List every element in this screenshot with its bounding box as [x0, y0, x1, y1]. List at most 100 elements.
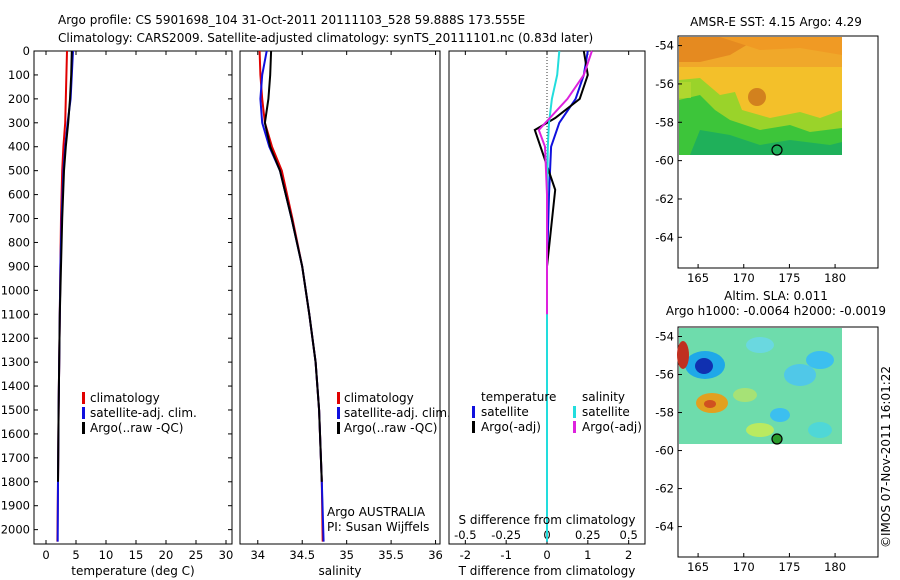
map-y-tick-label: -56	[655, 368, 674, 382]
legend-label-s-satellite: satellite	[582, 405, 630, 419]
x-tick-label: -2	[460, 548, 471, 562]
sst-argo-location-marker	[771, 144, 783, 156]
sla-map-panel: Altim. SLA: 0.011 Argo h1000: -0.0064 h2…	[655, 289, 886, 574]
imos-credit: ©IMOS 07-Nov-2011 16:01:22	[879, 366, 893, 548]
legend-label-satellite: satellite-adj. clim.	[344, 406, 451, 420]
depth-tick-label: 1200	[1, 331, 30, 345]
t-difference-xlabel: T difference from climatology	[458, 564, 636, 578]
x-tick-label: 30	[219, 548, 234, 562]
legend-label-climatology: climatology	[344, 391, 414, 405]
legend-swatch-t-argo	[472, 421, 475, 433]
map-y-tick-label: -62	[655, 192, 674, 206]
depth-tick-label: 1700	[1, 451, 30, 465]
difference-series	[533, 50, 593, 542]
legend-swatch-climatology	[82, 392, 85, 404]
salinity-series	[258, 50, 325, 542]
legend-swatch-argo	[337, 422, 340, 434]
difference-panel: -2 -1 0 1 2-0.5 -0.25 0 0.25 0.5 S difference fr…	[448, 50, 646, 578]
sla-map-image	[677, 328, 842, 444]
depth-tick-label: 1900	[1, 499, 30, 513]
salinity-panel: 34 34.5 35 35.5 36 salinity climatology sate…	[239, 50, 451, 578]
sla-map-y-ticks: -54 -56 -58 -60 -62 -64	[655, 330, 682, 534]
map-y-tick-label: -60	[655, 444, 674, 458]
temperature-axes	[33, 50, 233, 545]
map-x-tick-label: 170	[733, 271, 755, 285]
depth-tick-label: 1000	[1, 283, 30, 297]
temperature-legend: climatology satellite-adj. clim. Argo(..…	[82, 391, 197, 435]
depth-tick-label: 1100	[1, 307, 30, 321]
legend-label-s-argo: Argo(-adj)	[582, 420, 642, 434]
legend-title-temperature: temperature	[481, 390, 556, 404]
x-tick-label: -1	[500, 548, 511, 562]
map-y-tick-label: -54	[655, 39, 674, 53]
sla-map-title: Altim. SLA: 0.011	[724, 289, 828, 303]
map-y-tick-label: -64	[655, 520, 674, 534]
header-line2: Climatology: CARS2009. Satellite-adjuste…	[58, 31, 593, 45]
x2-tick-label: 0.25	[575, 528, 601, 542]
header-line1: Argo profile: CS 5901698_104 31-Oct-2011…	[58, 13, 525, 27]
legend-swatch-satellite	[337, 407, 340, 419]
x-tick-label: 36	[428, 548, 443, 562]
map-x-tick-label: 175	[778, 271, 800, 285]
depth-tick-label: 300	[8, 116, 30, 130]
map-y-tick-label: -54	[655, 330, 674, 344]
map-x-tick-label: 180	[824, 560, 846, 574]
map-x-tick-label: 180	[824, 271, 846, 285]
x-tick-label: 35.5	[378, 548, 404, 562]
map-y-tick-label: -58	[655, 115, 674, 129]
legend-label-satellite: satellite-adj. clim.	[90, 406, 197, 420]
temperature-xlabel: temperature (deg C)	[71, 564, 194, 578]
x-tick-label: 15	[129, 548, 144, 562]
legend-swatch-satellite	[82, 407, 85, 419]
salinity-xlabel: salinity	[318, 564, 361, 578]
salinity-axes	[239, 50, 441, 545]
depth-tick-label: 2000	[1, 523, 30, 537]
x-tick-label: 0	[42, 548, 49, 562]
depth-tick-label: 400	[8, 140, 30, 154]
map-x-tick-label: 170	[733, 560, 755, 574]
x-tick-label: 25	[189, 548, 204, 562]
depth-tick-label: 1600	[1, 427, 30, 441]
legend-label-argo: Argo(..raw -QC)	[90, 421, 183, 435]
x-tick-label: 5	[72, 548, 79, 562]
temperature-series	[56, 50, 74, 542]
sst-map-y-ticks: -54 -56 -58 -60 -62 -64	[655, 39, 682, 244]
map-x-tick-label: 165	[687, 560, 709, 574]
x2-tick-label: -0.5	[454, 528, 476, 542]
legend-label-argo: Argo(..raw -QC)	[344, 421, 437, 435]
depth-tick-label: 0	[23, 44, 30, 58]
series-line	[263, 50, 323, 482]
legend-title-salinity: salinity	[582, 390, 625, 404]
x-tick-label: 2	[625, 548, 632, 562]
depth-tick-label: 600	[8, 188, 30, 202]
s-difference-xlabel: S difference from climatology	[459, 513, 636, 527]
map-y-tick-label: -58	[655, 406, 674, 420]
x-tick-label: 35	[339, 548, 354, 562]
series-line	[546, 50, 561, 542]
x2-tick-label: -0.25	[491, 528, 521, 542]
depth-tick-label: 700	[8, 212, 30, 226]
x2-tick-label: 0.5	[620, 528, 638, 542]
temperature-x-ticks: 0 5 10 15 20 25 30	[42, 51, 233, 562]
legend-label-climatology: climatology	[90, 391, 160, 405]
legend-swatch-argo	[82, 422, 85, 434]
sla-argo-location-marker	[771, 433, 783, 445]
depth-tick-label: 500	[8, 164, 30, 178]
map-y-tick-label: -56	[655, 77, 674, 91]
depth-tick-label: 1800	[1, 475, 30, 489]
x-tick-label: 20	[159, 548, 174, 562]
depth-tick-label: 200	[8, 92, 30, 106]
salinity-legend: climatology satellite-adj. clim. Argo(..…	[337, 391, 451, 435]
x-tick-label: 10	[99, 548, 114, 562]
legend-swatch-climatology	[337, 392, 340, 404]
sla-map-x-ticks: 165 170 175 180	[687, 553, 846, 574]
map-y-tick-label: -60	[655, 154, 674, 168]
depth-tick-label: 1500	[1, 403, 30, 417]
temperature-panel: 0100200300400500600700800900100011001200…	[1, 44, 645, 578]
annotation-argo-australia: Argo AUSTRALIA	[327, 505, 426, 519]
depth-tick-label: 1400	[1, 379, 30, 393]
sst-map-image	[679, 37, 842, 155]
difference-legend: temperature salinity satellite Argo(-adj…	[472, 390, 642, 434]
sst-map-title: AMSR-E SST: 4.15 Argo: 4.29	[690, 15, 862, 29]
depth-tick-label: 900	[8, 259, 30, 273]
